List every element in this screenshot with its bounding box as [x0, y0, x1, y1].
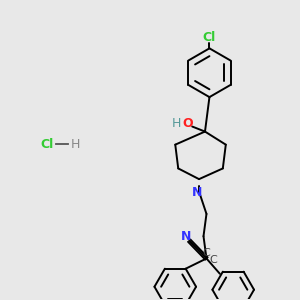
Text: H: H	[172, 117, 181, 130]
Text: N: N	[192, 186, 203, 199]
Text: Cl: Cl	[41, 138, 54, 151]
Text: C: C	[209, 255, 217, 265]
Text: Cl: Cl	[203, 32, 216, 44]
Text: H: H	[71, 138, 80, 151]
Text: N: N	[181, 230, 191, 243]
Text: O: O	[183, 117, 194, 130]
Text: C: C	[202, 248, 210, 257]
